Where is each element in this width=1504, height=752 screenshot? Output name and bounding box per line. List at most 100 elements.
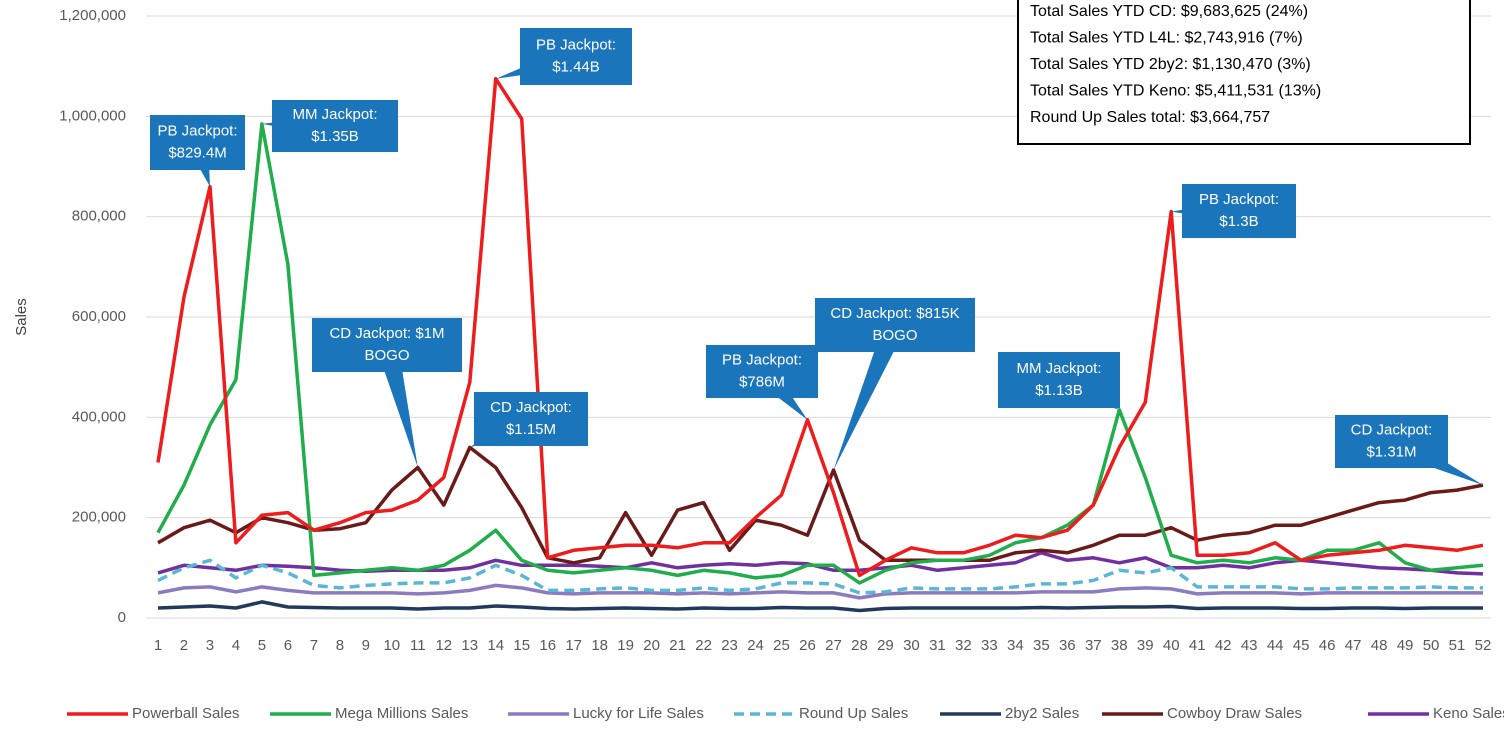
callout-box (520, 28, 632, 85)
x-tick-label: 47 (1345, 637, 1362, 654)
callout: CD Jackpot: $815K BOGO (815, 298, 975, 471)
series-line (156, 122, 1484, 585)
callout-pointer (376, 342, 418, 468)
x-tick-label: 48 (1371, 637, 1388, 654)
callout-text: CD Jackpot: (490, 399, 572, 416)
info-text: Total Sales YTD L4L: $2,743,916 (7%) (1030, 30, 1303, 47)
info-box: Total Sales YTD CD: $9,683,625 (24%) Tota… (1017, 0, 1471, 145)
callout-text: $1.15M (506, 421, 556, 438)
x-tick-label: 15 (513, 637, 530, 654)
x-tick-label: 52 (1475, 637, 1492, 654)
x-tick-label: 5 (258, 637, 266, 654)
x-tick-label: 44 (1267, 637, 1284, 654)
x-tick-label: 28 (851, 637, 868, 654)
info-text: Round Up Sales total: $3,664,757 (1030, 109, 1270, 126)
x-tick-label: 3 (206, 637, 214, 654)
callout-text: PB Jackpot: (722, 351, 802, 368)
x-tick-label: 25 (773, 637, 790, 654)
callout-box (312, 318, 462, 372)
legend-label: Cowboy Draw Sales (1167, 705, 1302, 722)
callout: PB Jackpot: $829.4M (150, 115, 245, 187)
y-tick-label: 1,200,000 (59, 7, 126, 24)
callout: CD Jackpot: $1M BOGO (312, 318, 462, 468)
callout-box (474, 392, 588, 446)
x-tick-label: 18 (591, 637, 608, 654)
legend-label: Round Up Sales (799, 705, 908, 722)
y-tick-label: 600,000 (72, 308, 126, 325)
callout-box (1335, 415, 1448, 468)
callout-text: $1.13B (1035, 382, 1083, 399)
callout-text: PB Jackpot: (1199, 191, 1279, 208)
x-tick-label: 16 (539, 637, 556, 654)
callout-text: $1.35B (311, 128, 359, 145)
callout: MM Jackpot: $1.13B (998, 352, 1120, 410)
callout-text: CD Jackpot: (1351, 421, 1433, 438)
y-tick-label: 200,000 (72, 509, 126, 526)
callout-text: $1.3B (1219, 213, 1258, 230)
x-tick-label: 22 (695, 637, 712, 654)
x-tick-label: 33 (981, 637, 998, 654)
x-tick-label: 26 (799, 637, 816, 654)
y-tick-label: 400,000 (72, 408, 126, 425)
x-tick-label: 45 (1293, 637, 1310, 654)
x-tick-label: 8 (336, 637, 344, 654)
y-tick-label: 800,000 (72, 208, 126, 225)
x-tick-label: 39 (1137, 637, 1154, 654)
x-tick-label: 30 (903, 637, 920, 654)
x-tick-label: 14 (487, 637, 504, 654)
y-tick-label: 0 (118, 609, 126, 626)
callout-text: $1.44B (552, 58, 600, 75)
callout-text: CD Jackpot: $1M (329, 325, 444, 342)
x-tick-label: 27 (825, 637, 842, 654)
callout-text: CD Jackpot: $815K (830, 305, 959, 322)
x-tick-label: 36 (1059, 637, 1076, 654)
legend-label: Mega Millions Sales (335, 705, 468, 722)
callout-box (150, 115, 245, 170)
x-tick-label: 49 (1397, 637, 1414, 654)
x-tick-label: 4 (232, 637, 240, 654)
info-text: Total Sales YTD CD: $9,683,625 (24%) (1030, 3, 1308, 20)
x-tick-label: 1 (154, 637, 162, 654)
callout-text: MM Jackpot: (292, 106, 377, 123)
callout-box (706, 345, 818, 398)
x-tick-label: 42 (1215, 637, 1232, 654)
x-tick-label: 40 (1163, 637, 1180, 654)
info-text: Total Sales YTD Keno: $5,411,531 (13%) (1030, 83, 1321, 100)
callout-text: BOGO (364, 347, 409, 364)
x-tick-label: 17 (565, 637, 582, 654)
x-tick-label: 35 (1033, 637, 1050, 654)
y-axis-label: Sales (13, 298, 30, 336)
callout: MM Jackpot: $1.35B (261, 100, 398, 152)
x-tick-label: 34 (1007, 637, 1024, 654)
x-tick-label: 10 (383, 637, 400, 654)
callout: CD Jackpot: $1.15M (469, 392, 588, 448)
x-tick-label: 23 (721, 637, 738, 654)
series-line (157, 445, 1484, 565)
x-tick-label: 19 (617, 637, 634, 654)
info-box-frame (1017, 0, 1471, 145)
callout: PB Jackpot: $786M (706, 345, 818, 420)
callout-text: $1.31M (1366, 443, 1416, 460)
callout-text: PB Jackpot: (536, 36, 616, 53)
callout-text: $829.4M (168, 144, 226, 161)
callout-pointer (833, 320, 906, 471)
x-tick-label: 51 (1449, 637, 1466, 654)
x-tick-label: 31 (929, 637, 946, 654)
callout-box (1182, 184, 1296, 238)
x-tick-label: 37 (1085, 637, 1102, 654)
callout-text: $786M (739, 373, 785, 390)
x-tick-label: 7 (310, 637, 318, 654)
y-tick-label: 1,000,000 (59, 107, 126, 124)
series-line (156, 76, 1484, 578)
x-tick-label: 9 (362, 637, 370, 654)
legend-label: Lucky for Life Sales (573, 705, 704, 722)
series-line (157, 600, 1483, 613)
callout-text: BOGO (872, 327, 917, 344)
x-tick-label: 13 (461, 637, 478, 654)
x-tick-label: 46 (1319, 637, 1336, 654)
info-text: Total Sales YTD 2by2: $1,130,470 (3%) (1030, 56, 1311, 73)
x-tick-label: 21 (669, 637, 686, 654)
callout-box (815, 298, 975, 352)
callout-text: PB Jackpot: (157, 122, 237, 139)
